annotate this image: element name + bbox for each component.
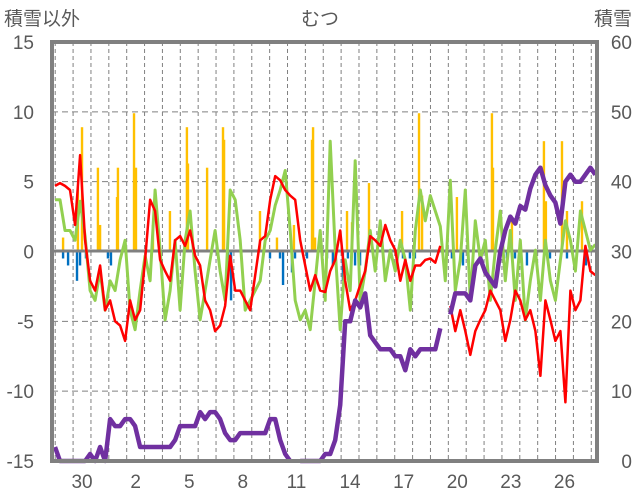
x-tick-label: 2 [130, 472, 141, 493]
orange-bar [186, 163, 190, 252]
x-tick-label: 11 [287, 472, 307, 493]
orange-bar [491, 167, 495, 252]
blue-bar [66, 251, 70, 266]
x-tick-label: 14 [339, 472, 361, 493]
x-tick-label: 23 [500, 472, 521, 493]
blue-bar [305, 251, 309, 259]
right-tick-label: 10 [611, 382, 632, 403]
blue-bar [461, 251, 465, 266]
blue-bar [513, 251, 517, 259]
right-tick-label: 40 [611, 173, 632, 194]
blue-bar [293, 251, 297, 259]
orange-bar [311, 127, 315, 252]
orange-bar [544, 201, 548, 252]
orange-bar [580, 201, 584, 252]
chart-title: むつ [301, 9, 339, 30]
blue-bar [61, 251, 65, 259]
left-tick-label: 0 [23, 243, 34, 264]
orange-bar [134, 167, 138, 252]
orange-bar [96, 167, 100, 252]
right-tick-label: 60 [611, 33, 632, 54]
orange-bar [258, 210, 262, 252]
blue-bar [450, 251, 454, 259]
orange-bar [417, 113, 421, 252]
orange-bar [98, 224, 102, 252]
blue-bar [331, 251, 335, 266]
x-tick-label: 17 [393, 472, 414, 493]
left-axis-label: 積雪以外 [4, 8, 80, 30]
left-tick-label: -5 [17, 312, 34, 333]
right-axis-label: 積雪 [594, 8, 632, 30]
orange-bar [132, 113, 136, 252]
blue-bar [525, 251, 529, 266]
right-tick-label: 30 [611, 243, 632, 264]
blue-bar [78, 251, 82, 266]
blue-bar [565, 251, 569, 259]
orange-bar [400, 210, 404, 252]
blue-bar [346, 251, 350, 259]
blue-bar [278, 251, 282, 259]
left-tick-label: 10 [13, 103, 34, 124]
blue-bar [548, 251, 552, 259]
right-tick-label: 50 [611, 103, 632, 124]
orange-bar [367, 183, 371, 252]
x-tick-label: 8 [238, 472, 249, 493]
orange-bar [275, 237, 279, 252]
series-lines [52, 139, 598, 464]
x-tick-label: 30 [71, 472, 92, 493]
x-tick-label: 5 [184, 472, 195, 493]
blue-bar [106, 251, 110, 259]
blue-bar [75, 251, 79, 281]
x-tick-label: 20 [447, 472, 468, 493]
right-tick-label: 0 [621, 452, 632, 473]
orange-bar [168, 210, 172, 252]
left-tick-label: -10 [7, 382, 34, 403]
blue-bar [268, 251, 272, 259]
blue-bar [229, 251, 233, 301]
orange-bar [222, 139, 226, 252]
orange-bar [345, 210, 349, 252]
orange-bar [292, 224, 296, 252]
left-tick-label: 5 [23, 173, 34, 194]
blue-bar [281, 251, 285, 286]
blue-bar [408, 251, 412, 259]
orange-bar [542, 141, 546, 252]
red-series-line [54, 153, 597, 404]
orange-bar [420, 195, 424, 252]
orange-bar [455, 197, 459, 252]
gridlines [52, 42, 597, 461]
left-tick-label: -15 [7, 452, 34, 473]
orange-bar [61, 237, 65, 252]
blue-bar [109, 251, 113, 266]
x-tick-label: 26 [554, 472, 575, 493]
orange-bar [116, 167, 120, 252]
right-tick-label: 20 [611, 312, 632, 333]
orange-bar [205, 167, 209, 252]
plot-border [50, 40, 599, 463]
blue-bar [353, 251, 357, 266]
blue-bar [584, 251, 588, 266]
left-tick-label: 15 [13, 33, 34, 54]
orange-bar [313, 237, 317, 252]
